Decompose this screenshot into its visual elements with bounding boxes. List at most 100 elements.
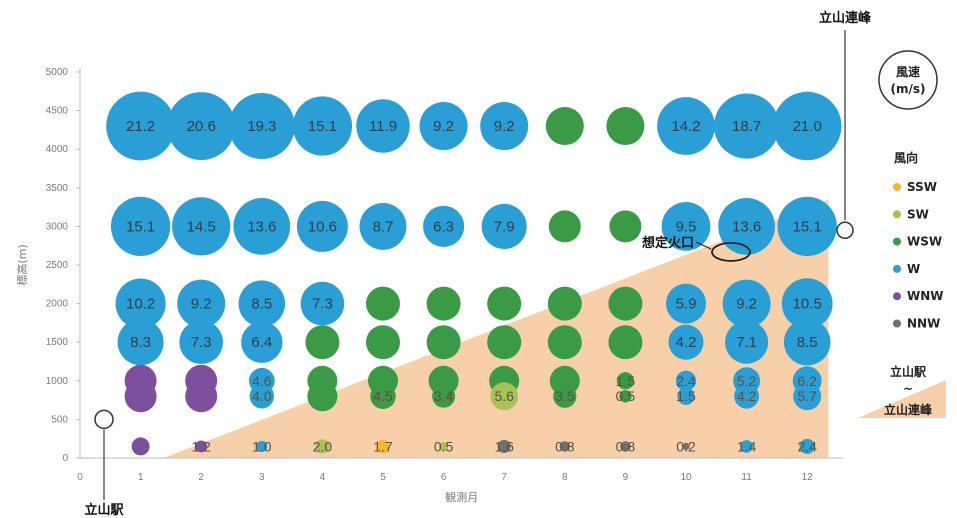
- y-tick-label: 4000: [46, 144, 69, 155]
- bubble-label: 9.2: [736, 296, 757, 313]
- bubble-label: 2.0: [313, 438, 333, 454]
- bubble: [718, 198, 775, 255]
- bubble-label: 1.6: [494, 438, 514, 454]
- bubble: [481, 203, 527, 249]
- bubble-label: 1.5: [676, 388, 696, 404]
- bubble-label: 7.3: [191, 334, 212, 351]
- bubble: [675, 370, 697, 391]
- bubble-label: 1.2: [191, 438, 211, 454]
- bubble-label: 13.6: [732, 218, 761, 235]
- legend-terrain-top: 立山駅: [890, 364, 927, 379]
- bubble: [772, 91, 842, 161]
- y-tick-label: 2500: [46, 260, 69, 271]
- bubble-label: 3.5: [555, 388, 575, 404]
- y-tick-label: 1000: [46, 376, 69, 387]
- bubble: [366, 286, 400, 321]
- bubble-label: 7.3: [312, 296, 333, 313]
- bubble-label: 4.0: [252, 388, 272, 404]
- bubble: [172, 197, 231, 256]
- bubble: [657, 97, 715, 155]
- bubble: [547, 325, 582, 360]
- station-label: 立山駅: [84, 502, 124, 518]
- bubble-label: 4.5: [373, 388, 393, 404]
- bubble: [799, 438, 815, 454]
- bubble: [115, 278, 166, 329]
- bubble: [677, 387, 695, 405]
- bubble-label: 2.4: [676, 373, 696, 389]
- bubble: [238, 280, 286, 327]
- bubble-label: 11.9: [369, 118, 397, 135]
- bubble: [256, 440, 268, 453]
- y-tick-label: 500: [51, 414, 68, 425]
- bubble: [423, 205, 465, 247]
- bubble: [117, 319, 164, 366]
- bubble-labels: 21.2 20.6 19.3 15.1 11.9 9.2 9.2 14.2 18.7 21.0 15…: [126, 118, 822, 454]
- bubble-label: 0.8: [616, 438, 636, 454]
- size-legend-circle: [878, 50, 938, 110]
- bubble: [480, 102, 529, 151]
- x-tick-label: 6: [441, 472, 447, 483]
- bubble-label: 9.5: [676, 218, 697, 235]
- bubble: [376, 439, 390, 454]
- bubble: [722, 279, 771, 328]
- y-tick-label: 0: [62, 453, 68, 464]
- bubble-label: 19.3: [247, 118, 276, 135]
- bubble: [714, 93, 780, 159]
- bubble: [608, 325, 643, 360]
- bubble-label: 10.2: [126, 296, 155, 313]
- bubble-label: 8.5: [251, 296, 272, 313]
- legend-entry: WSW: [907, 235, 942, 249]
- bubble-label: 0.5: [434, 438, 454, 454]
- bubble: [185, 380, 218, 413]
- bubble: [110, 196, 171, 257]
- bubble-label: 7.1: [736, 334, 757, 351]
- bubble-label: 13.6: [247, 218, 276, 235]
- bubble: [315, 439, 330, 454]
- legend-terrain-mid: ~: [903, 382, 913, 396]
- bubble-label: 2.4: [797, 438, 817, 454]
- bubble: [249, 384, 274, 409]
- bubble-label: 7.9: [494, 218, 515, 235]
- bubble-label: 3.4: [434, 388, 454, 404]
- y-tick-label: 2000: [46, 299, 69, 310]
- bubble-label: 6.3: [433, 218, 454, 235]
- bubble-label: 9.2: [433, 118, 454, 135]
- bubble-label: 18.7: [732, 118, 761, 135]
- x-tick-label: 1: [138, 472, 144, 483]
- bubble-label: 0.5: [616, 388, 636, 404]
- bubble: [359, 202, 407, 250]
- bubble-label: 14.2: [671, 118, 700, 135]
- bubble: [620, 441, 631, 452]
- bubble: [777, 196, 837, 257]
- bubble: [296, 200, 348, 252]
- x-tick-label: 2: [198, 472, 204, 483]
- legend-swatch: [893, 319, 901, 328]
- bubble-label: 4.2: [737, 388, 757, 404]
- bubble: [608, 286, 643, 321]
- y-axis-label: 標高(m): [15, 244, 29, 285]
- legend-swatch: [893, 292, 901, 301]
- bubble-label: 20.6: [187, 118, 216, 135]
- bubble-label: 0.2: [676, 438, 696, 454]
- bubble-label: 5.2: [737, 373, 757, 389]
- crater-pointer: [695, 241, 712, 250]
- bubble: [609, 210, 642, 243]
- bubble: [740, 440, 753, 453]
- bubble: [177, 279, 226, 328]
- y-tick-label: 3000: [46, 221, 69, 232]
- bubble: [559, 441, 571, 452]
- bubble-label: 5.7: [797, 388, 817, 404]
- bubble: [167, 92, 236, 160]
- y-tick-label: 1500: [46, 337, 69, 348]
- bubble-label: 4.2: [676, 334, 697, 351]
- bubble: [616, 372, 635, 390]
- bubble-label: 9.2: [191, 296, 212, 313]
- legend-entry: SW: [907, 207, 929, 221]
- bubble-label: 15.1: [308, 118, 337, 135]
- x-tick-label: 3: [259, 472, 265, 483]
- bubble: [179, 320, 224, 365]
- bubble: [106, 91, 175, 161]
- bubble: [661, 202, 711, 251]
